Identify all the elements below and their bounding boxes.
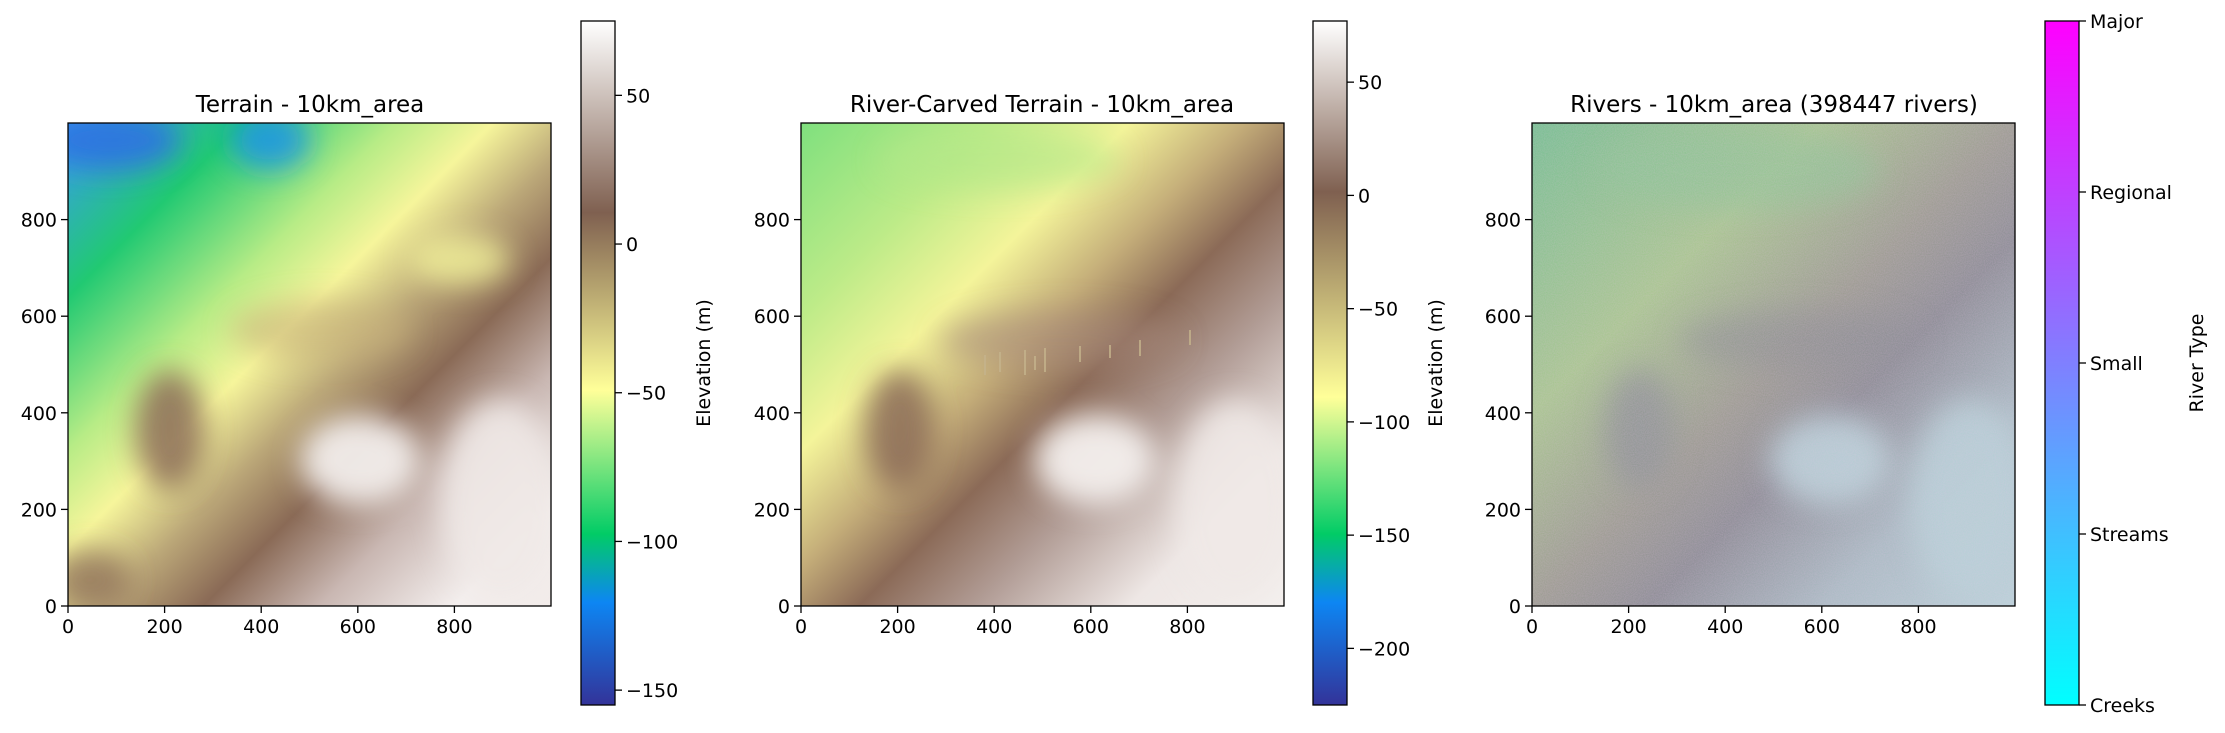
terrain-heatmap	[68, 123, 551, 606]
y-tick-label: 200	[1485, 499, 1521, 521]
x-axis-2: 0 200 400 600 800	[795, 606, 1206, 638]
colorbar-2-ticks: 50 0 −50 −100 −150 −200	[1347, 72, 1410, 660]
y-tick-label: 600	[21, 306, 57, 328]
colorbar-tick-label: 0	[626, 234, 638, 256]
axes-frame-1	[67, 122, 552, 607]
y-tick-label: 0	[1509, 596, 1521, 618]
y-tick-label: 200	[754, 499, 790, 521]
colorbar-tick-label: Regional	[2090, 182, 2172, 204]
rivers-heatmap	[1532, 123, 2015, 606]
colorbar-tick-label: Small	[2090, 353, 2143, 375]
colorbar-1	[580, 20, 616, 706]
colorbar-tick-label: Streams	[2090, 524, 2169, 546]
x-tick-label: 800	[1169, 616, 1205, 638]
colorbar-tick-label: −150	[1358, 525, 1410, 547]
x-axis-1: 0 200 400 600 800	[62, 606, 473, 638]
panel-3-title: Rivers - 10km_area (398447 rivers)	[1570, 92, 1978, 118]
x-tick-label: 400	[1707, 616, 1743, 638]
colorbar-3	[2044, 20, 2080, 706]
colorbar-1-ticks: 50 0 −50 −100 −150	[615, 85, 678, 702]
colorbar-tick-label: −50	[626, 383, 666, 405]
colorbar-tick-label: −100	[1358, 412, 1410, 434]
y-tick-label: 0	[778, 596, 790, 618]
x-tick-label: 400	[243, 616, 279, 638]
x-tick-label: 200	[879, 616, 915, 638]
x-tick-label: 600	[1073, 616, 1109, 638]
panel-1-title: Terrain - 10km_area	[195, 92, 425, 118]
y-tick-label: 600	[754, 306, 790, 328]
colorbar-tick-label: 50	[1358, 72, 1382, 94]
colorbar-tick-label: Major	[2090, 11, 2143, 33]
y-tick-label: 400	[1485, 403, 1521, 425]
colorbar-tick-label: −100	[626, 531, 678, 553]
x-tick-label: 800	[1900, 616, 1936, 638]
x-tick-label: 0	[62, 616, 74, 638]
panel-rivers: Rivers - 10km_area (398447 rivers) 0 200 4…	[1485, 11, 2208, 717]
colorbar-3-label: River Type	[2186, 314, 2208, 413]
y-axis-1: 0 200 400 600 800	[21, 210, 68, 618]
y-tick-label: 800	[754, 210, 790, 232]
x-tick-label: 800	[436, 616, 472, 638]
colorbar-tick-label: 50	[626, 85, 650, 107]
colorbar-3-ticks: Major Regional Small Streams Creeks	[2079, 11, 2172, 717]
x-tick-label: 0	[1526, 616, 1538, 638]
x-tick-label: 0	[795, 616, 807, 638]
colorbar-tick-label: −150	[626, 680, 678, 702]
colorbar-tick-label: 0	[1358, 185, 1370, 207]
colorbar-1-label: Elevation (m)	[693, 299, 715, 427]
y-tick-label: 800	[1485, 210, 1521, 232]
x-axis-3: 0 200 400 600 800	[1526, 606, 1937, 638]
x-tick-label: 200	[1610, 616, 1646, 638]
y-axis-3: 0 200 400 600 800	[1485, 210, 1532, 618]
y-tick-label: 800	[21, 210, 57, 232]
y-tick-label: 600	[1485, 306, 1521, 328]
panel-river-carved-terrain: River-Carved Terrain - 10km_area	[754, 20, 1447, 706]
y-tick-label: 400	[21, 403, 57, 425]
colorbar-2	[1312, 20, 1348, 706]
river-carved-heatmap	[801, 123, 1284, 606]
colorbar-tick-label: Creeks	[2090, 695, 2155, 717]
y-tick-label: 200	[21, 499, 57, 521]
x-tick-label: 200	[146, 616, 182, 638]
x-tick-label: 600	[340, 616, 376, 638]
colorbar-tick-label: −50	[1358, 299, 1398, 321]
panel-2-title: River-Carved Terrain - 10km_area	[850, 92, 1234, 118]
y-axis-2: 0 200 400 600 800	[754, 210, 801, 618]
x-tick-label: 600	[1804, 616, 1840, 638]
axes-frame-3	[1531, 122, 2016, 607]
y-tick-label: 0	[45, 596, 57, 618]
x-tick-label: 400	[976, 616, 1012, 638]
axes-frame-2	[800, 122, 1285, 607]
y-tick-label: 400	[754, 403, 790, 425]
colorbar-2-label: Elevation (m)	[1425, 299, 1447, 427]
panel-terrain: Terrain - 10km_area 0 200 400 600 800 0 200 40…	[21, 20, 715, 706]
colorbar-tick-label: −200	[1358, 638, 1410, 660]
